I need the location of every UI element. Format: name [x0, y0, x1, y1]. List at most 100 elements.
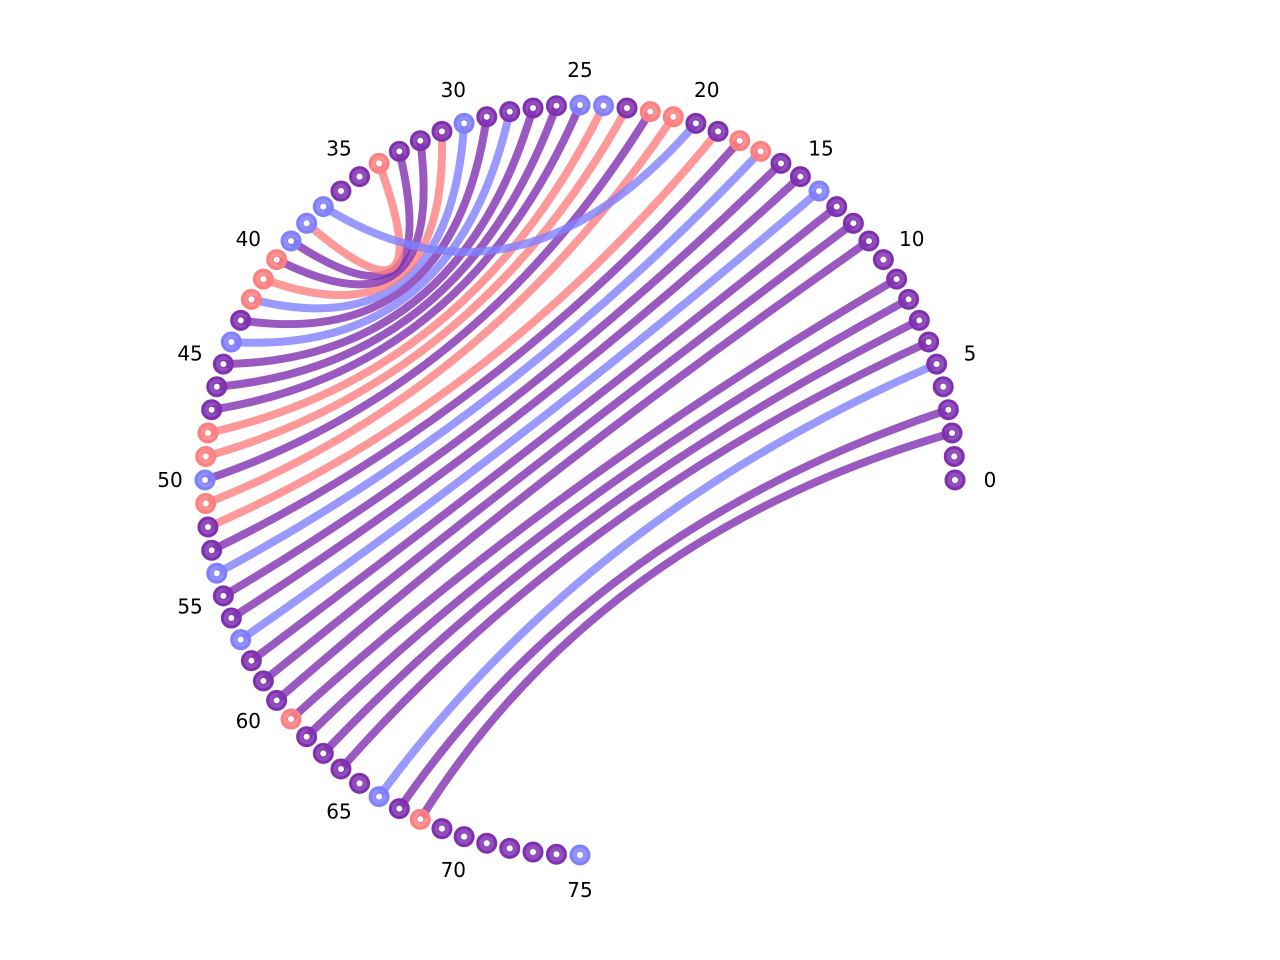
node-center-13 — [833, 203, 840, 210]
node-center-24 — [600, 102, 607, 109]
node-center-5 — [933, 361, 940, 368]
node-center-19 — [715, 128, 722, 135]
node-center-56 — [228, 615, 235, 622]
node-center-11 — [865, 237, 872, 244]
link-23-49 — [201, 103, 631, 461]
node-center-0 — [952, 477, 958, 483]
node-center-25 — [577, 102, 583, 108]
link-6-64 — [336, 337, 933, 773]
node-center-23 — [623, 104, 630, 111]
node-center-60 — [273, 697, 280, 704]
node-center-38 — [303, 220, 310, 227]
link-14-57 — [236, 187, 824, 644]
link-25-47 — [207, 101, 584, 414]
node-center-6 — [925, 338, 932, 345]
tick-label-65: 65 — [326, 800, 351, 824]
link-20-37 — [319, 119, 700, 256]
link-22-50 — [201, 107, 655, 484]
link-13-58 — [247, 202, 841, 665]
node-center-51 — [202, 500, 209, 507]
node-center-27 — [530, 104, 537, 111]
node-center-62 — [303, 733, 310, 740]
link-29-43 — [236, 112, 491, 329]
link-34-38 — [302, 159, 404, 275]
node-center-52 — [204, 523, 211, 530]
node-center-69 — [438, 825, 445, 832]
node-center-33 — [396, 148, 403, 155]
node-center-48 — [204, 430, 211, 437]
node-center-12 — [850, 220, 857, 227]
node-center-57 — [237, 636, 244, 643]
tick-label-5: 5 — [964, 341, 977, 365]
node-center-28 — [506, 108, 513, 115]
node-center-55 — [220, 592, 227, 599]
link-26-46 — [212, 101, 561, 391]
link-7-63 — [319, 316, 924, 758]
link-17-54 — [212, 147, 765, 578]
link-27-45 — [219, 103, 537, 369]
links-layer — [201, 101, 957, 824]
node-center-50 — [202, 477, 208, 483]
tick-label-10: 10 — [899, 227, 924, 251]
node-center-10 — [880, 256, 887, 263]
node-center-37 — [320, 203, 327, 210]
link-5-66 — [375, 360, 941, 801]
tick-label-55: 55 — [177, 595, 202, 619]
tick-label-35: 35 — [326, 136, 351, 160]
node-center-30 — [461, 120, 468, 127]
node-center-15 — [797, 173, 804, 180]
tick-label-20: 20 — [694, 78, 719, 102]
node-center-9 — [893, 276, 900, 283]
node-center-66 — [376, 793, 383, 800]
nodes-layer — [194, 94, 966, 866]
node-center-65 — [356, 780, 363, 787]
node-center-46 — [213, 383, 220, 390]
tick-label-60: 60 — [236, 709, 261, 733]
link-19-52 — [203, 127, 723, 531]
node-center-72 — [506, 845, 513, 852]
node-center-49 — [202, 453, 209, 460]
node-center-41 — [260, 276, 267, 283]
tick-label-25: 25 — [567, 58, 592, 82]
link-8-62 — [302, 295, 913, 741]
node-center-47 — [208, 406, 215, 413]
node-center-54 — [213, 570, 220, 577]
tick-label-30: 30 — [441, 78, 466, 102]
node-center-71 — [483, 840, 490, 847]
node-center-18 — [736, 137, 743, 144]
link-2-68 — [416, 429, 957, 824]
link-30-42 — [247, 119, 469, 313]
node-center-43 — [237, 317, 244, 324]
link-28-44 — [227, 107, 514, 347]
link-18-53 — [207, 136, 744, 555]
tick-label-50: 50 — [157, 468, 182, 492]
node-center-63 — [320, 750, 327, 757]
node-center-14 — [816, 188, 823, 195]
link-3-67 — [395, 405, 953, 813]
node-center-74 — [553, 851, 560, 858]
tick-labels-layer: 0 5 10 15 20 25 30 35 40 45 50 55 60 65 70 75 — [157, 58, 996, 902]
node-center-3 — [945, 406, 952, 413]
node-center-67 — [396, 805, 403, 812]
link-24-48 — [203, 101, 608, 437]
node-center-17 — [757, 148, 764, 155]
tick-label-70: 70 — [441, 858, 466, 882]
tick-label-0: 0 — [984, 468, 997, 492]
node-center-2 — [949, 430, 956, 437]
link-9-61 — [287, 275, 901, 724]
node-center-42 — [248, 296, 255, 303]
node-center-22 — [647, 108, 654, 115]
node-center-45 — [220, 361, 227, 368]
node-center-59 — [260, 677, 267, 684]
node-center-64 — [337, 765, 344, 772]
node-center-36 — [337, 188, 344, 195]
node-center-4 — [940, 383, 947, 390]
node-center-31 — [438, 128, 445, 135]
node-center-21 — [670, 113, 677, 120]
node-center-44 — [228, 338, 235, 345]
node-center-53 — [208, 547, 215, 554]
node-center-29 — [483, 113, 490, 120]
node-center-16 — [777, 160, 784, 167]
